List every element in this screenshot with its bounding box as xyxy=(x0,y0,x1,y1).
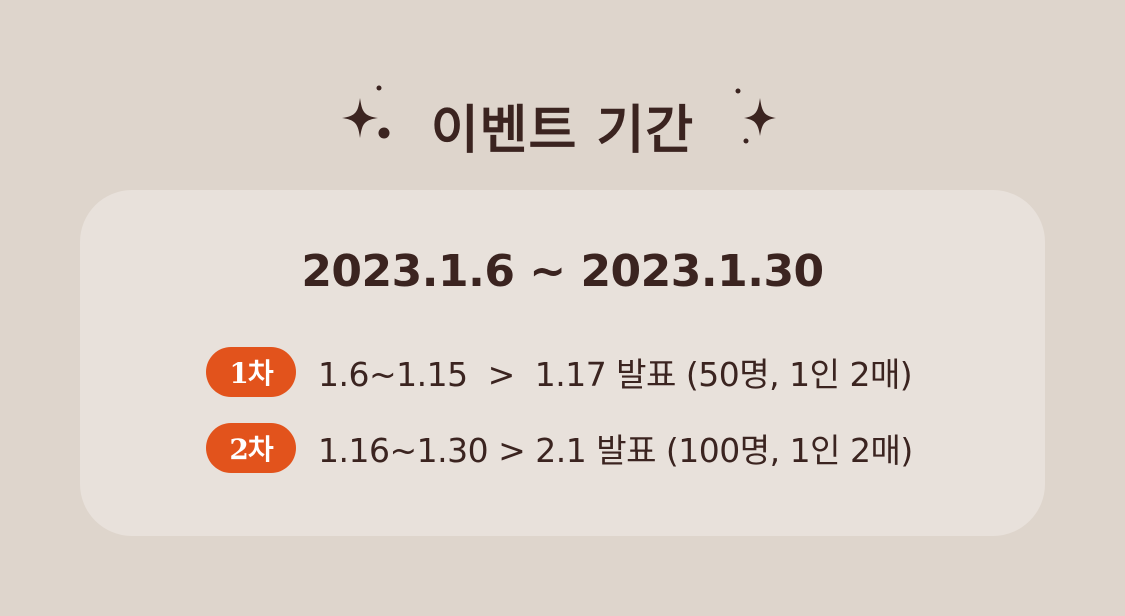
round-schedule: 1.16~1.30 > 2.1 발표 (100명, 1인 2매) xyxy=(318,431,913,470)
sparkle-icon xyxy=(735,88,776,144)
sparkle-icon xyxy=(342,85,390,139)
round-row: 2차 1.16~1.30 > 2.1 발표 (100명, 1인 2매) xyxy=(206,422,913,474)
round-badge: 1차 xyxy=(206,347,296,397)
event-period-card: 2023.1.6 ~ 2023.1.30 1차 1.6~1.15 > 1.17 … xyxy=(80,190,1045,536)
title-row: 이벤트 기간 xyxy=(0,78,1125,161)
event-period: 2023.1.6 ~ 2023.1.30 xyxy=(301,246,824,297)
round-row: 1차 1.6~1.15 > 1.17 발표 (50명, 1인 2매) xyxy=(206,346,913,398)
page-title: 이벤트 기간 xyxy=(430,101,695,161)
round-badge: 2차 xyxy=(206,423,296,473)
round-schedule: 1.6~1.15 > 1.17 발표 (50명, 1인 2매) xyxy=(318,355,913,394)
